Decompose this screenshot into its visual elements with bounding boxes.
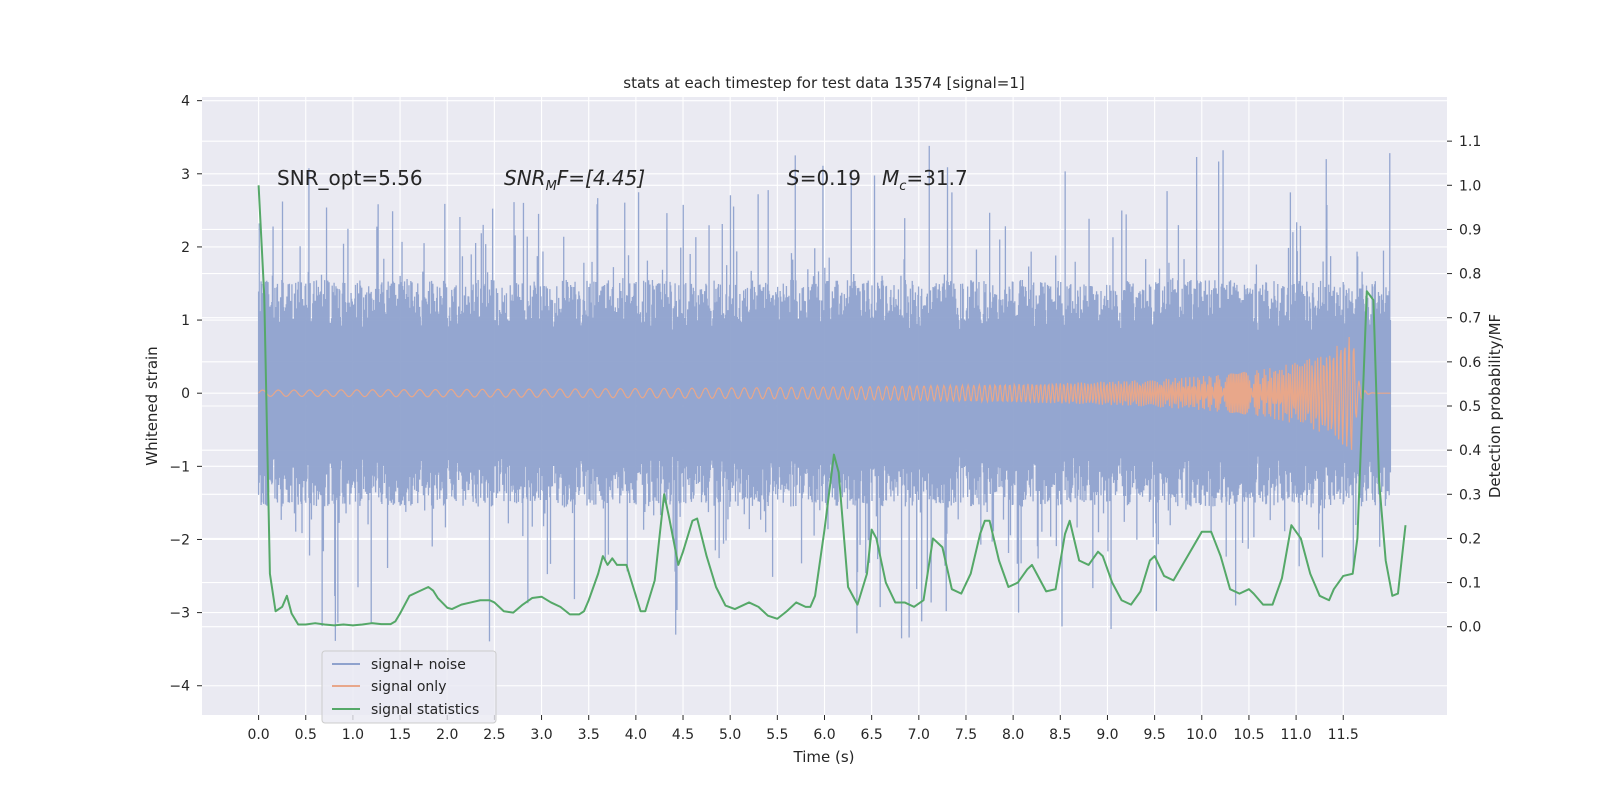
y-tick-label: −2 [169, 532, 190, 548]
legend: signal+ noise signal only signal statist… [321, 650, 497, 724]
s-var: S [787, 166, 800, 190]
legend-label-stats: signal statistics [371, 702, 479, 718]
snr-mf-sub: M [546, 179, 557, 194]
mc-val: =31.7 [906, 166, 967, 190]
ticks-layer: 0.0 0.5 1.0 1.5 2.0 2.5 3.0 3.5 4.0 4.5 5.0 5.5 6.0 6… [169, 94, 1481, 743]
x-tick-label: 0.5 [295, 727, 317, 743]
annotation-snr-opt: SNR_opt=5.56 [277, 166, 423, 190]
x-tick-label: 4.0 [625, 727, 647, 743]
chart-title: stats at each timestep for test data 135… [623, 74, 1024, 92]
y-right-tick-label: 0.9 [1459, 222, 1481, 238]
x-tick-label: 10.0 [1186, 727, 1217, 743]
y-tick-label: −1 [169, 459, 190, 475]
x-axis-label: Time (s) [793, 748, 855, 766]
x-tick-label: 2.0 [436, 727, 458, 743]
y-tick-label: 4 [181, 94, 190, 110]
x-tick-label: 4.5 [672, 727, 694, 743]
y-right-tick-label: 0.8 [1459, 267, 1481, 283]
x-tick-label: 9.5 [1143, 727, 1165, 743]
x-tick-label: 3.0 [530, 727, 552, 743]
legend-label-signal: signal only [371, 679, 446, 695]
legend-box [321, 650, 497, 724]
s-val: =0.19 [800, 166, 861, 190]
x-tick-label: 2.5 [483, 727, 505, 743]
y-axis-label: Whitened strain [143, 346, 161, 465]
y-tick-label: −4 [169, 679, 190, 695]
y-right-axis-label: Detection probability/MF [1486, 314, 1504, 498]
y-right-tick-label: 0.1 [1459, 576, 1481, 592]
mc-sub: c [899, 179, 906, 194]
x-tick-label: 5.0 [719, 727, 741, 743]
x-tick-label: 8.0 [1002, 727, 1024, 743]
x-tick-label: 11.5 [1328, 727, 1359, 743]
x-tick-label: 5.5 [766, 727, 788, 743]
y-right-tick-label: 0.6 [1459, 355, 1481, 371]
x-tick-label: 6.5 [861, 727, 883, 743]
x-tick-label: 11.0 [1281, 727, 1312, 743]
snr-mf-main: SNR [504, 166, 546, 190]
annotation-s: S=0.19 [787, 166, 861, 190]
y-right-tick-label: 1.0 [1459, 178, 1481, 194]
y-right-tick-label: 0.2 [1459, 531, 1481, 547]
x-tick-label: 1.5 [389, 727, 411, 743]
x-tick-label: 7.0 [908, 727, 930, 743]
annotation-mc: Mc=31.7 [882, 166, 968, 194]
x-tick-label: 0.0 [247, 727, 269, 743]
y-right-tick-label: 0.3 [1459, 487, 1481, 503]
y-right-tick-label: 1.1 [1459, 134, 1481, 150]
y-tick-label: −3 [169, 606, 190, 622]
x-tick-label: 10.5 [1233, 727, 1264, 743]
y-right-tick-label: 0.5 [1459, 399, 1481, 415]
x-tick-label: 3.5 [578, 727, 600, 743]
x-tick-label: 7.5 [955, 727, 977, 743]
y-tick-label: 1 [181, 313, 190, 329]
x-tick-label: 8.5 [1049, 727, 1071, 743]
annotation-snr-mf: SNRMF=[4.45] [504, 166, 645, 194]
x-tick-label: 9.0 [1096, 727, 1118, 743]
x-tick-label: 1.0 [342, 727, 364, 743]
series-signal-only [258, 337, 1391, 450]
y-tick-label: 2 [181, 240, 190, 256]
y-tick-label: 0 [181, 386, 190, 402]
snr-mf-tail: F=[4.45] [557, 166, 645, 190]
mc-var: M [882, 166, 899, 190]
series-signal-statistics [257, 185, 1407, 627]
legend-label-noise: signal+ noise [371, 657, 466, 673]
series-layer [257, 145, 1407, 642]
y-right-tick-label: 0.0 [1459, 620, 1481, 636]
y-right-tick-label: 0.7 [1459, 311, 1481, 327]
x-tick-label: 6.0 [813, 727, 835, 743]
y-tick-label: 3 [181, 167, 190, 183]
y-right-tick-label: 0.4 [1459, 443, 1481, 459]
